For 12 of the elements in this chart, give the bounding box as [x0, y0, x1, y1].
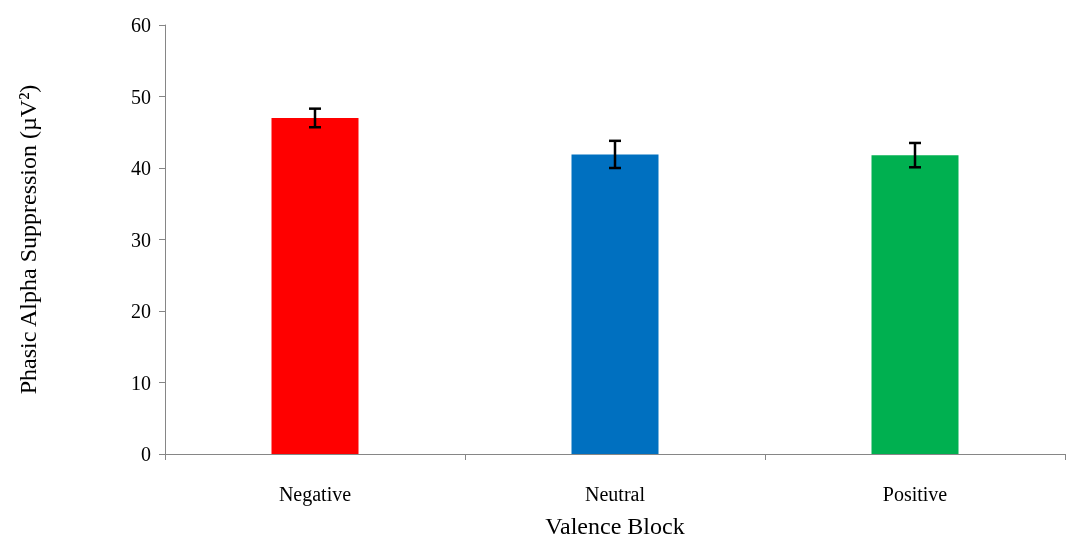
x-tick-label: Positive	[882, 483, 948, 505]
y-tick-label: 40	[131, 157, 151, 179]
y-tick-label: 0	[141, 443, 151, 465]
y-tick-label: 30	[131, 228, 151, 251]
y-tick-label: 20	[131, 300, 151, 322]
y-tick-label: 60	[131, 14, 151, 36]
y-axis-title: Phasic Alpha Suppression (µV²)	[15, 84, 41, 395]
x-tick-label: Negative	[278, 483, 352, 506]
x-tick-label: Neutral	[585, 483, 646, 505]
x-axis-title: Valence Block	[545, 513, 685, 539]
y-tick-label: 50	[131, 85, 151, 108]
y-tick-label: 10	[131, 371, 151, 394]
